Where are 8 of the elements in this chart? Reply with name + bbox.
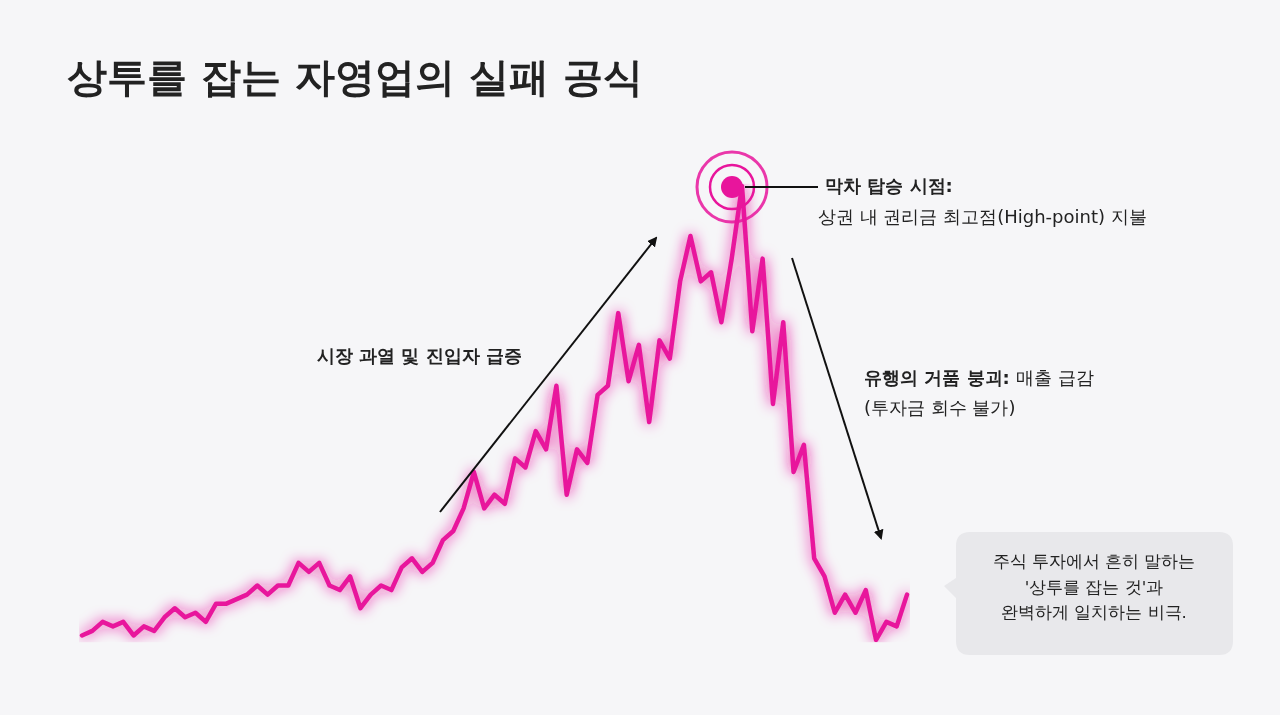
annotation: 막차 탑승 시점: [825,174,953,198]
chart-title: 상투를 잡는 자영업의 실패 공식 [67,54,643,100]
text: 매출 급감 [1016,366,1094,390]
annotation: (투자금 회수 불가) [864,396,1016,420]
annotation: 유행의 거품 붕괴: [864,366,1010,390]
annotation: 시장 과열 및 진입자 급증 [316,344,522,368]
text: 주식 투자에서 흔히 말하는 '상투를 잡는 것'과 완벽하게 일치하는 비극. [991,551,1197,625]
annotation: 상권 내 권리금 최고점(High-point) 지불 [818,205,1147,229]
